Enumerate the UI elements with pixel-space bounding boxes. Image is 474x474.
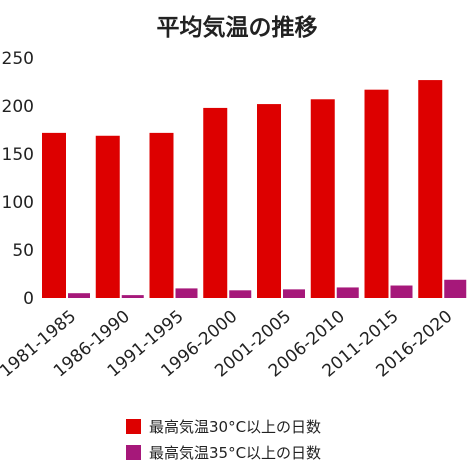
bar-2-2011-2015[interactable] <box>390 285 413 298</box>
bar-1-1996-2000[interactable] <box>203 107 228 298</box>
legend-swatch-series-1 <box>126 418 141 434</box>
bar-chart: 0501001502002501981-19851986-19901991-19… <box>0 49 467 381</box>
bar-2-2006-2010[interactable] <box>336 287 359 298</box>
chart-title: 平均気温の推移 <box>156 15 318 41</box>
bar-1-1986-1990[interactable] <box>95 135 120 298</box>
bar-2-2016-2020[interactable] <box>444 279 467 298</box>
bar-1-2001-2005[interactable] <box>257 104 281 298</box>
y-tick-label-150: 150 <box>2 145 34 165</box>
bar-1-1981-1985[interactable] <box>42 132 66 298</box>
legend: 最高気温30°C以上の日数 最高気温35°C以上の日数 <box>126 414 321 466</box>
bar-2-1981-1985[interactable] <box>68 293 90 298</box>
y-tick-label-0: 0 <box>23 289 34 309</box>
legend-item-series-1[interactable]: 最高気温30°C以上の日数 <box>126 414 321 438</box>
bar-2-1996-2000[interactable] <box>229 290 252 298</box>
y-tick-label-50: 50 <box>12 241 34 261</box>
y-tick-label-100: 100 <box>2 193 34 213</box>
bar-1-2016-2020[interactable] <box>418 80 443 298</box>
bar-2-2001-2005[interactable] <box>283 289 305 298</box>
legend-item-series-2[interactable]: 最高気温35°C以上の日数 <box>126 440 321 464</box>
bar-1-2006-2010[interactable] <box>310 99 335 298</box>
bar-1-1991-1995[interactable] <box>149 132 174 298</box>
bar-2-1986-1990[interactable] <box>121 295 144 298</box>
y-tick-label-200: 200 <box>2 97 34 117</box>
bar-1-2011-2015[interactable] <box>364 89 389 299</box>
bar-2-1991-1995[interactable] <box>175 288 198 298</box>
y-tick-label-250: 250 <box>2 49 34 69</box>
legend-label-series-2: 最高気温35°C以上の日数 <box>149 443 322 462</box>
legend-swatch-series-2 <box>126 444 141 460</box>
legend-label-series-1: 最高気温30°C以上の日数 <box>149 417 322 436</box>
